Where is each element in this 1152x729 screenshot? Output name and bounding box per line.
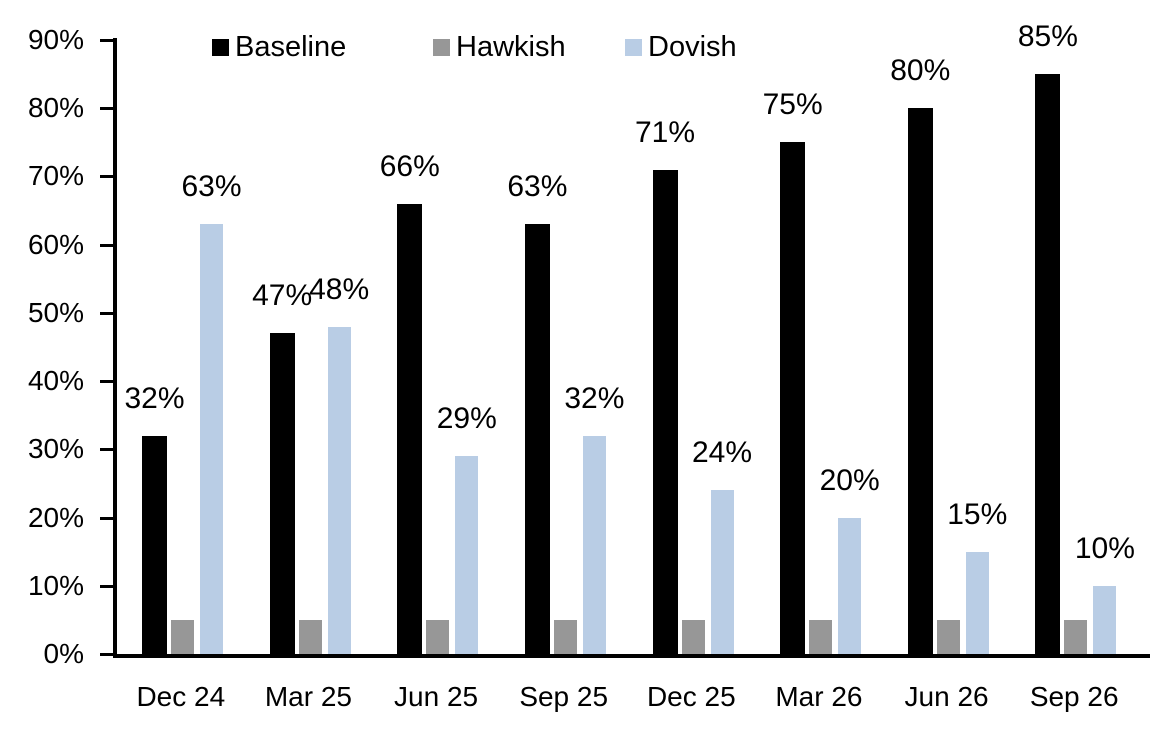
y-axis-label: 80% [27,92,84,124]
bar-dovish [710,490,734,654]
data-label-dovish: 10% [1074,531,1135,565]
y-axis-label: 90% [27,24,84,55]
data-label-dovish: 63% [181,170,242,204]
bar-dovish [965,551,989,654]
data-label-baseline: 85% [1017,20,1078,54]
data-label-dovish: 48% [309,272,370,306]
data-label-baseline: 80% [890,54,951,88]
y-axis-tick [100,584,114,588]
y-axis-tick [100,39,114,42]
bar-baseline [397,203,423,654]
x-axis-label: Jun 25 [394,681,479,712]
data-label-baseline: 63% [507,170,568,204]
x-axis-label: Sep 25 [519,681,609,712]
y-axis-tick [100,311,114,315]
bar-dovish [838,517,862,654]
bar-baseline [1035,74,1061,654]
x-axis-label: Dec 24 [136,681,226,712]
bar-baseline [269,333,295,654]
bar-dovish [1093,585,1117,654]
x-axis-line [113,654,1150,658]
y-axis-label: 70% [27,160,84,192]
legend-item-dovish: Dovish [625,30,737,64]
data-label-baseline: 32% [124,381,185,415]
y-axis-tick [100,175,114,179]
bar-hawkish [553,619,577,654]
legend-label: Dovish [648,31,737,63]
legend-label: Hawkish [456,31,566,63]
y-axis-label: 20% [27,501,84,533]
bar-baseline [907,108,933,654]
data-label-dovish: 20% [819,463,880,497]
y-axis-label: 60% [27,228,84,260]
y-axis-label: 30% [27,433,84,465]
y-axis-line [113,38,117,658]
bar-baseline [524,224,550,654]
y-axis-label: 10% [27,569,84,601]
data-label-baseline: 75% [762,88,823,122]
bar-dovish [455,456,479,654]
bar-hawkish [171,619,194,654]
y-axis-label: 0% [43,638,84,669]
bar-dovish [582,435,606,654]
y-axis-tick [100,380,114,384]
x-axis-label: Sep 26 [1029,681,1119,712]
x-axis-label: Mar 25 [264,681,353,712]
bar-baseline [142,435,167,654]
data-label-baseline: 47% [252,279,313,313]
data-label-dovish: 24% [691,436,753,470]
data-label-dovish: 29% [436,402,497,436]
bar-hawkish [1064,619,1088,654]
bar-hawkish [298,619,322,654]
y-axis-tick [100,516,114,520]
bar-hawkish [426,619,450,654]
dovish-swatch-icon [625,38,642,56]
bar-baseline [652,169,678,654]
legend-item-hawkish: Hawkish [433,30,566,64]
bar-hawkish [936,619,960,654]
bar-hawkish [681,619,705,654]
legend-item-baseline: Baseline [212,30,346,64]
legend-label: Baseline [235,31,347,63]
data-label-baseline: 71% [634,115,696,149]
bar-hawkish [809,619,833,654]
y-axis-tick [100,448,114,452]
y-axis-tick [100,107,114,111]
y-axis-label: 50% [27,296,84,328]
data-label-dovish: 32% [564,381,625,415]
y-axis-tick [100,243,114,247]
bar-dovish [200,224,223,654]
bar-dovish [327,326,351,654]
hawkish-swatch-icon [433,38,450,56]
y-axis-label: 40% [27,365,84,397]
bar-baseline [780,142,806,654]
x-axis-label: Dec 25 [646,681,736,712]
y-axis-tick [100,653,114,656]
baseline-swatch-icon [212,38,229,56]
data-label-baseline: 66% [379,149,440,183]
x-axis-label: Mar 26 [775,681,863,712]
data-label-dovish: 15% [947,497,1008,531]
x-axis-label: Jun 26 [904,681,989,712]
